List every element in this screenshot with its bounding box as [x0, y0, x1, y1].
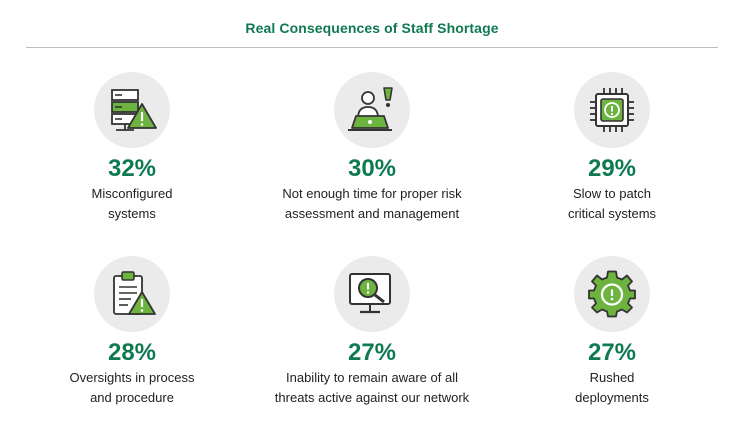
stat-description-line: Oversights in process	[69, 370, 195, 385]
stat-description-line: Not enough time for proper risk	[282, 186, 462, 201]
stat-description-line: and procedure	[90, 390, 174, 405]
stat-description: Rushed deployments	[492, 368, 732, 408]
stat-description: Oversights in process and procedure	[12, 368, 252, 408]
icon-circle	[574, 72, 650, 148]
stat-card-slow-patch: 29% Slow to patch critical systems	[492, 72, 732, 224]
stat-description: Misconfigured systems	[12, 184, 252, 224]
stat-card-rushed-deployments: 27% Rushed deployments	[492, 256, 732, 408]
stat-percent: 32%	[107, 155, 157, 182]
stat-percent: 30%	[347, 155, 397, 182]
stat-description-line: systems	[108, 206, 156, 221]
icon-circle	[334, 256, 410, 332]
gear-alert-icon	[588, 270, 636, 318]
stat-description-line: critical systems	[567, 206, 657, 221]
stat-percent: 29%	[587, 155, 637, 182]
icon-circle	[94, 72, 170, 148]
icon-circle	[334, 72, 410, 148]
server-warning-icon	[111, 89, 157, 131]
icon-circle	[94, 256, 170, 332]
stat-card-threat-awareness: 27% Inability to remain aware of all thr…	[252, 256, 492, 408]
page-title: Real Consequences of Staff Shortage	[245, 20, 499, 36]
stat-card-misconfigured-systems: 32% Misconfigured systems	[12, 72, 252, 224]
stat-card-oversights: 28% Oversights in process and procedure	[12, 256, 252, 408]
stat-description-line: deployments	[575, 390, 649, 405]
icon-circle	[574, 256, 650, 332]
stat-description: Not enough time for proper risk assessme…	[252, 184, 492, 224]
stat-percent: 27%	[587, 339, 637, 366]
stat-percent: 28%	[107, 339, 157, 366]
stat-description-line: assessment and management	[284, 206, 460, 221]
stat-percent: 27%	[347, 339, 397, 366]
stat-description-line: Misconfigured	[91, 186, 173, 201]
chip-alert-icon	[590, 88, 634, 132]
stat-description-line: Inability to remain aware of all	[286, 370, 458, 385]
person-laptop-alert-icon	[348, 87, 393, 131]
stat-description-line: threats active against our network	[274, 390, 470, 405]
stat-description: Slow to patch critical systems	[492, 184, 732, 224]
monitor-magnifier-alert-icon	[349, 273, 391, 314]
stat-description-line: Slow to patch	[572, 186, 652, 201]
title-divider	[26, 47, 718, 48]
stat-description-line: Rushed	[589, 370, 635, 385]
stat-card-risk-assessment: 30% Not enough time for proper risk asse…	[252, 72, 492, 224]
stat-description: Inability to remain aware of all threats…	[252, 368, 492, 408]
clipboard-warning-icon	[113, 271, 156, 315]
